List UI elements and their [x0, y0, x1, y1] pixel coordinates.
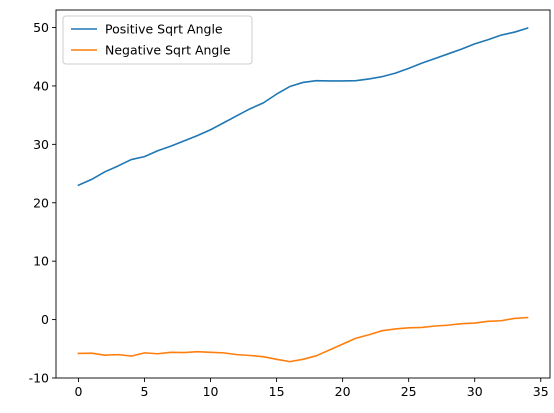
x-tick-label: 5 [141, 384, 149, 399]
y-tick-label: -10 [29, 371, 49, 386]
series-lines [77, 27, 529, 363]
series-line-negative-sqrt-angle [77, 316, 529, 363]
y-tick-label: 10 [33, 254, 49, 269]
axes: 0 5 10 15 20 25 30 35 -10 0 10 20 30 40 50 [29, 9, 551, 399]
legend-label-negative-sqrt-angle: Negative Sqrt Angle [105, 43, 231, 58]
y-tick-label: 0 [41, 312, 49, 327]
x-tick-label: 15 [269, 384, 285, 399]
y-tick-label: 50 [33, 20, 49, 35]
x-tick-label: 35 [533, 384, 549, 399]
x-tick-label: 30 [467, 384, 483, 399]
y-tick-label: 40 [33, 78, 49, 93]
x-tick-label: 10 [203, 384, 219, 399]
y-tick-label: 30 [33, 137, 49, 152]
legend-label-positive-sqrt-angle: Positive Sqrt Angle [105, 22, 223, 37]
legend: Positive Sqrt Angle Negative Sqrt Angle [62, 15, 253, 65]
y-tick-label: 20 [33, 195, 49, 210]
axes-frame [55, 9, 551, 379]
x-tick-label: 0 [74, 384, 82, 399]
series-line-positive-sqrt-angle [77, 27, 529, 187]
x-tick-label: 25 [401, 384, 417, 399]
legend-box [62, 15, 253, 65]
x-tick-label: 20 [335, 384, 351, 399]
